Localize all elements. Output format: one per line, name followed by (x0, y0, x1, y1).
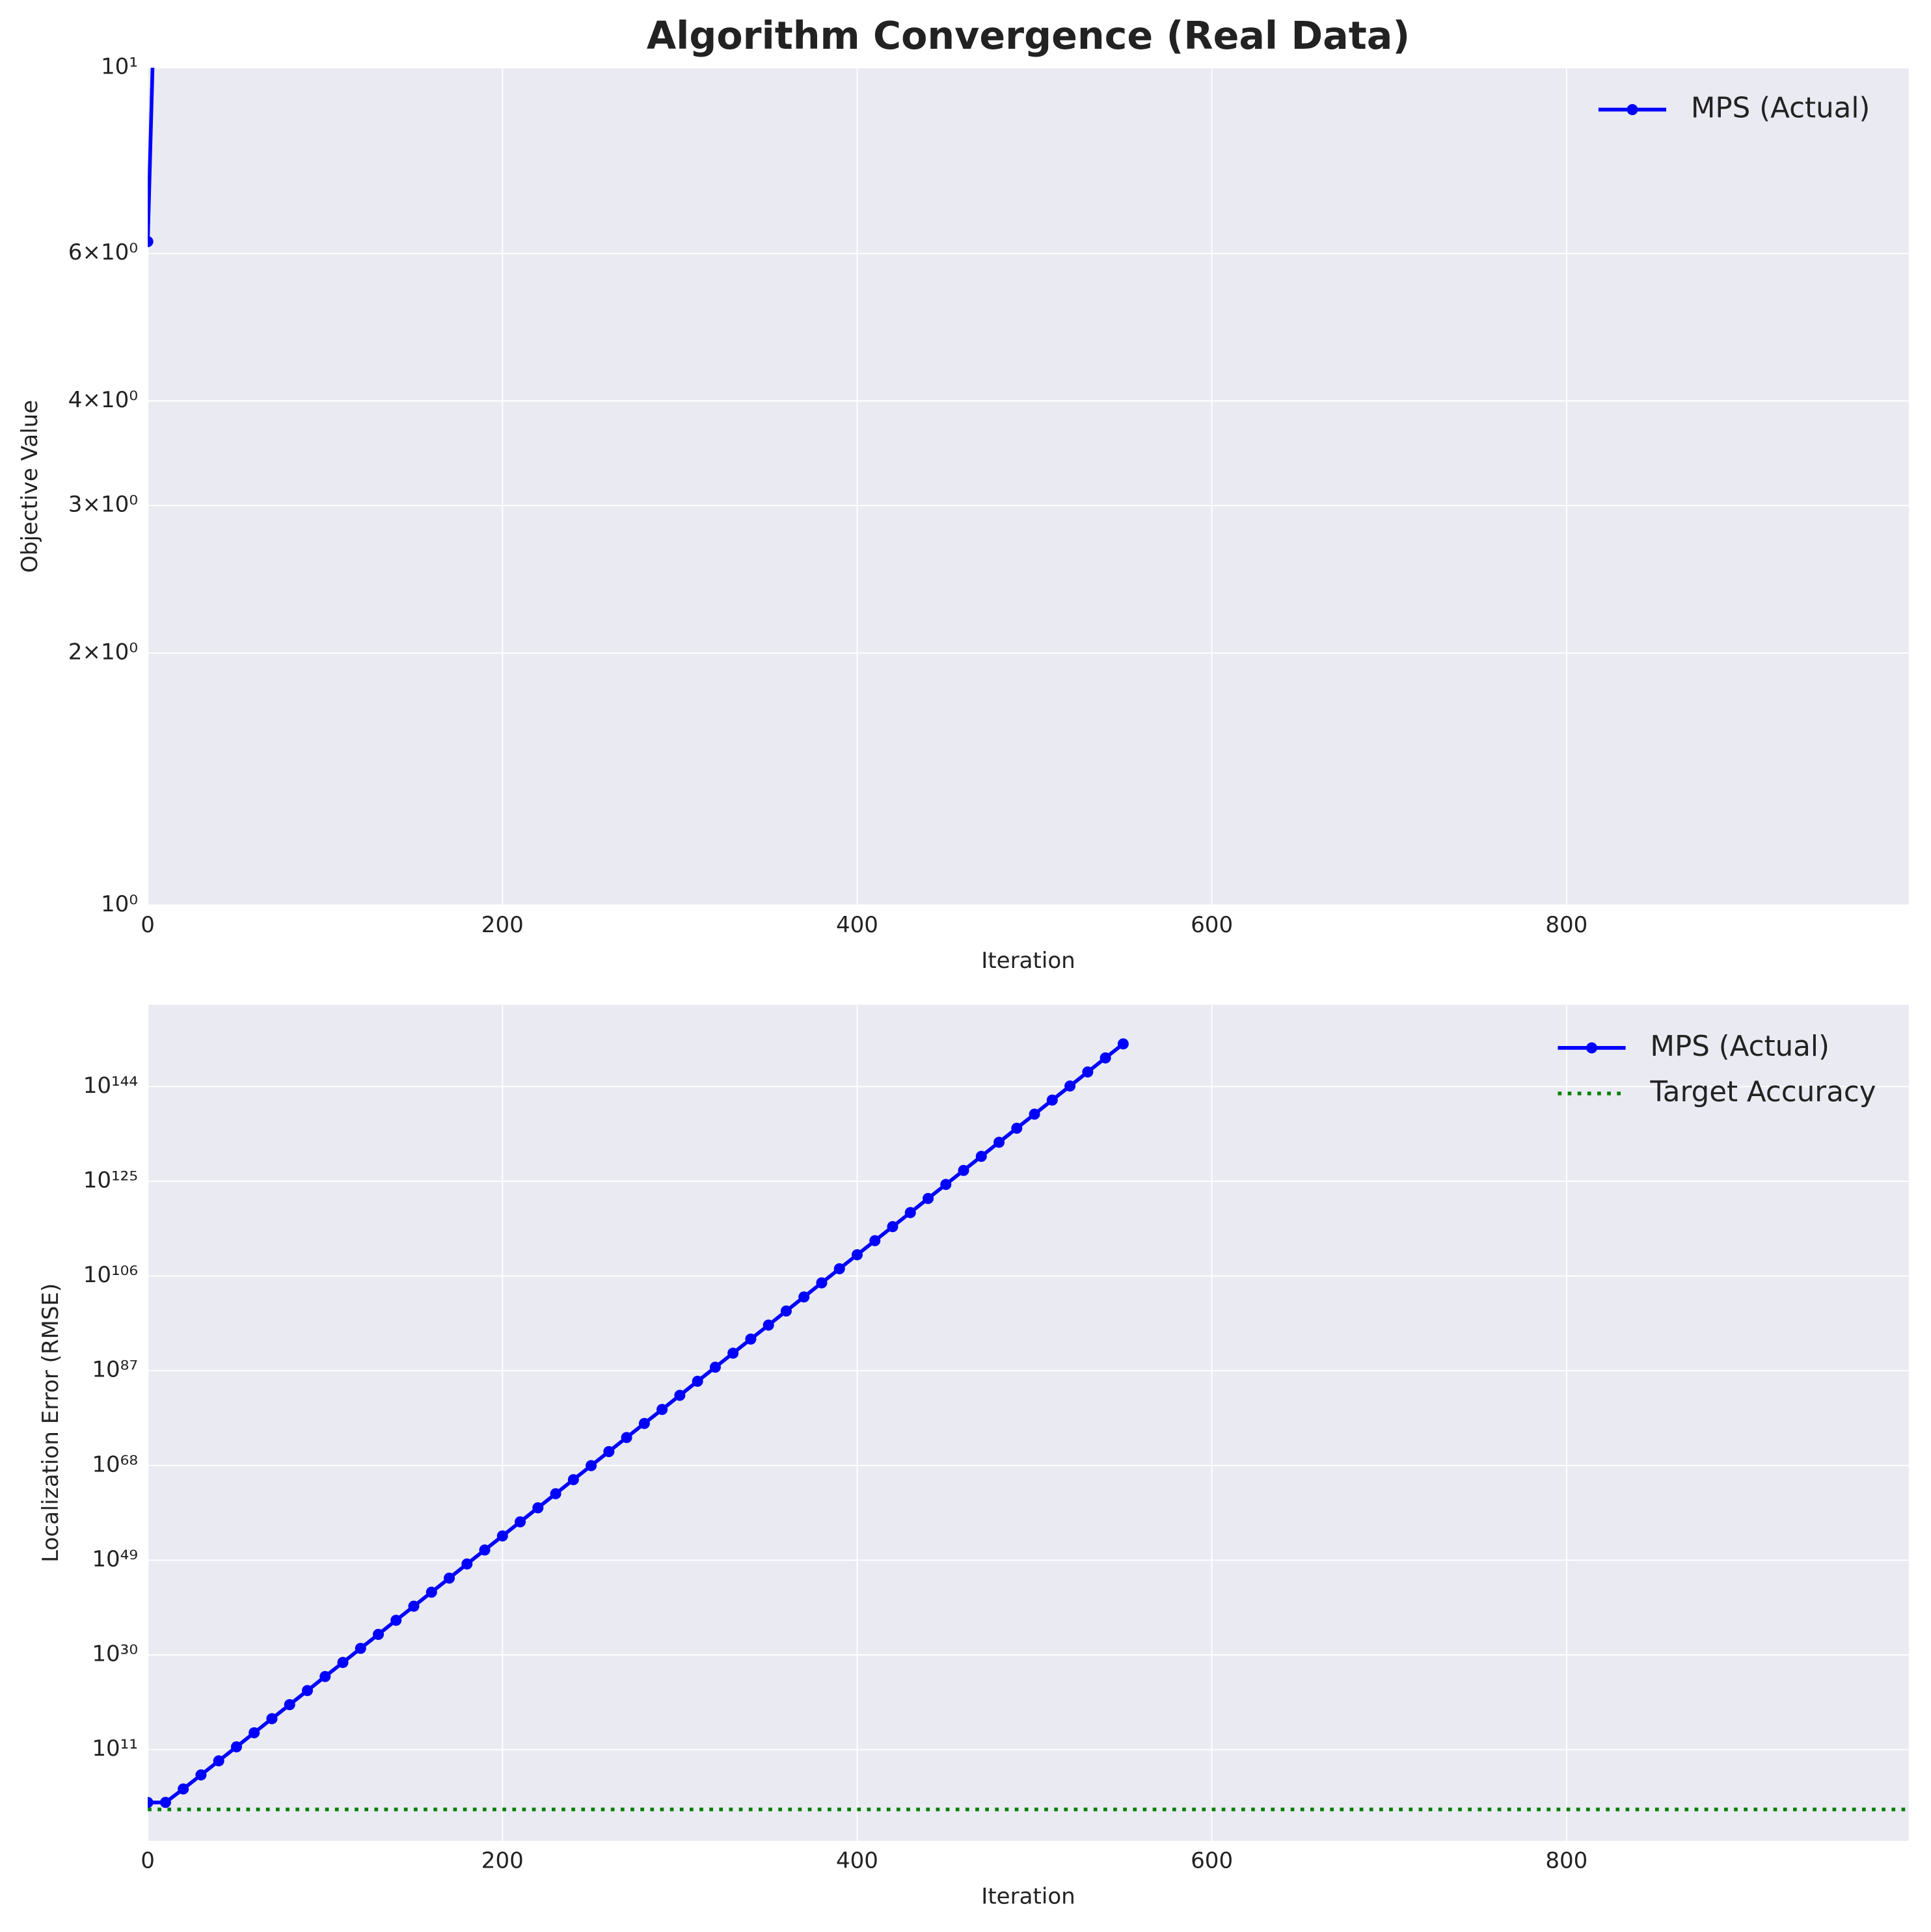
y-tick-label: 10¹ (101, 54, 138, 80)
legend-label: MPS (Actual) (1650, 1030, 1830, 1063)
marker (940, 1179, 952, 1190)
y-tick-label: 10¹⁰⁶ (83, 1262, 138, 1288)
marker (851, 1249, 863, 1261)
plot-area (148, 1004, 1909, 1841)
marker (904, 1207, 916, 1218)
marker (301, 1685, 313, 1697)
marker (958, 1164, 969, 1176)
marker (550, 1488, 561, 1499)
marker (674, 1389, 686, 1401)
marker (249, 1727, 260, 1739)
y-tick-label: 10¹¹ (92, 1736, 138, 1762)
x-tick-label: 400 (836, 912, 878, 938)
marker (567, 1474, 579, 1486)
marker (798, 1291, 810, 1303)
x-tick-label: 200 (481, 1848, 524, 1874)
marker (148, 1797, 154, 1808)
marker (621, 1432, 632, 1443)
marker (887, 1221, 898, 1233)
x-tick-label: 400 (836, 1848, 878, 1874)
plot-area (148, 68, 1909, 906)
marker (284, 1698, 295, 1710)
marker (1011, 1122, 1023, 1134)
marker (1117, 1038, 1129, 1050)
marker (496, 1530, 508, 1542)
marker (372, 1628, 385, 1640)
marker (816, 1277, 828, 1289)
legend-marker (1627, 104, 1638, 116)
figure-title: Algorithm Convergence (Real Data) (647, 14, 1410, 58)
x-tick-label: 0 (141, 1848, 155, 1874)
y-tick-label: 10¹²⁵ (83, 1167, 138, 1193)
series-line (148, 68, 155, 242)
y-tick-label: 10⁴⁹ (92, 1546, 138, 1572)
marker (425, 1587, 437, 1598)
x-tick-label: 800 (1545, 1848, 1587, 1874)
x-tick-label: 600 (1191, 912, 1233, 938)
x-tick-label: 800 (1545, 912, 1587, 938)
marker (993, 1136, 1005, 1148)
marker (148, 235, 154, 247)
marker (923, 1192, 934, 1204)
marker (780, 1305, 792, 1317)
y-axis-label: Objective Value (17, 400, 43, 573)
y-axis-label: Localization Error (RMSE) (38, 1283, 64, 1563)
x-tick-label: 200 (481, 912, 524, 938)
marker (745, 1334, 757, 1345)
y-tick-label: 3×10⁰ (68, 492, 138, 518)
y-tick-label: 6×10⁰ (68, 239, 138, 265)
legend-marker (1586, 1042, 1598, 1054)
marker (1029, 1108, 1040, 1120)
marker (390, 1615, 402, 1626)
marker (213, 1755, 224, 1767)
marker (869, 1235, 881, 1246)
marker (638, 1417, 650, 1429)
marker (833, 1263, 845, 1274)
marker (479, 1544, 491, 1556)
plot-content (148, 1038, 1909, 1812)
marker (1046, 1094, 1058, 1106)
marker (532, 1502, 544, 1514)
legend-label: Target Accuracy (1649, 1076, 1876, 1108)
legend-label: MPS (Actual) (1691, 92, 1870, 125)
marker (1082, 1066, 1094, 1078)
y-tick-label: 4×10⁰ (68, 387, 138, 413)
marker (408, 1600, 420, 1612)
marker (1064, 1080, 1076, 1092)
plot-content (148, 68, 155, 247)
marker (763, 1319, 774, 1331)
marker (727, 1347, 739, 1359)
y-tick-label: 10⁶⁸ (92, 1451, 138, 1477)
marker (461, 1558, 473, 1570)
marker (515, 1516, 526, 1528)
marker (266, 1713, 278, 1724)
marker (603, 1445, 615, 1457)
y-tick-label: 10³⁰ (92, 1641, 138, 1667)
marker (230, 1741, 242, 1752)
marker (159, 1797, 171, 1808)
marker (586, 1460, 597, 1471)
marker (444, 1572, 455, 1584)
marker (975, 1151, 987, 1162)
marker (709, 1362, 721, 1373)
y-tick-label: 10⁸⁷ (92, 1357, 138, 1383)
x-axis-label: Iteration (981, 1883, 1075, 1909)
x-tick-label: 0 (141, 912, 155, 938)
x-tick-label: 600 (1191, 1848, 1233, 1874)
marker (692, 1375, 703, 1387)
marker (1100, 1052, 1111, 1064)
marker (195, 1769, 207, 1781)
marker (656, 1404, 668, 1415)
x-axis-label: Iteration (981, 948, 1075, 974)
marker (178, 1783, 189, 1795)
y-tick-label: 10¹⁴⁴ (83, 1073, 138, 1099)
marker (319, 1670, 331, 1682)
y-tick-label: 10⁰ (101, 891, 138, 917)
marker (355, 1643, 366, 1654)
marker (337, 1657, 349, 1669)
y-tick-label: 2×10⁰ (68, 639, 138, 665)
